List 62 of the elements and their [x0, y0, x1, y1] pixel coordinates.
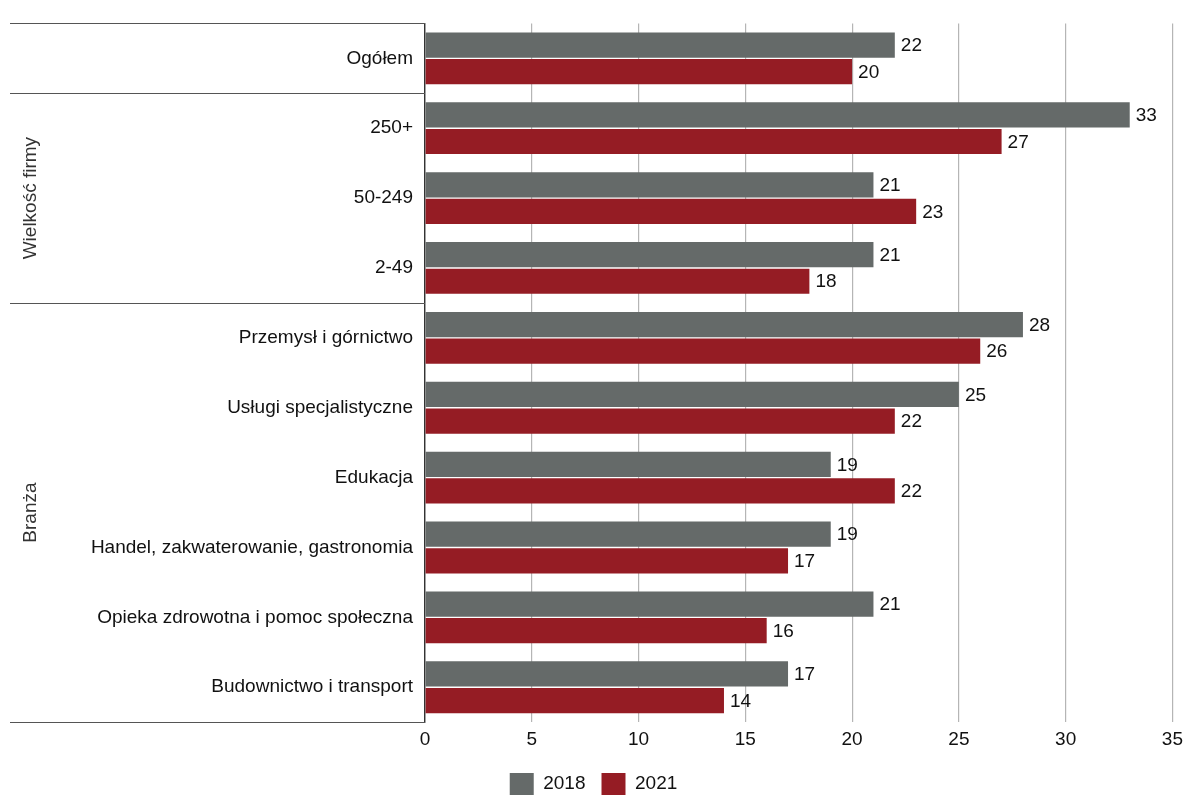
data-label: 21 [879, 243, 901, 265]
x-tick-label: 5 [526, 727, 538, 749]
bar [425, 408, 895, 434]
bar [425, 338, 981, 364]
bar [425, 172, 874, 198]
y-tick-label: Przemysł i górnictwo [238, 326, 413, 348]
bar [425, 687, 724, 714]
y-tick-label: 250+ [370, 116, 413, 138]
data-label: 33 [1135, 104, 1157, 126]
bar [425, 102, 1130, 128]
bar [425, 521, 831, 547]
data-label: 22 [900, 480, 922, 502]
y-tick-label: Usługi specjalistyczne [227, 395, 413, 417]
y-tick-label: Budownictwo i transport [211, 675, 414, 697]
data-label: 16 [772, 619, 794, 641]
bar [425, 591, 874, 617]
data-label: 14 [729, 689, 752, 711]
bar [425, 32, 895, 58]
data-label: 27 [1007, 130, 1029, 152]
bar [425, 661, 789, 687]
text: Wielkość firmy [19, 136, 41, 260]
bar [425, 198, 917, 224]
x-tick-label: 0 [419, 727, 431, 749]
y-tick-label: Edukacja [334, 465, 414, 487]
data-label: 20 [858, 60, 880, 82]
x-tick-label: 20 [841, 727, 863, 749]
data-label: 26 [986, 340, 1008, 362]
text: Branża [19, 482, 41, 543]
bar [425, 618, 767, 644]
y-tick-label: Opieka zdrowotna i pomoc społeczna [97, 605, 414, 627]
x-tick-label: 10 [627, 727, 650, 749]
bar [425, 478, 895, 504]
y-tick-label: Handel, zakwaterowanie, gastronomia [90, 535, 414, 557]
bar [425, 548, 789, 574]
data-label: 21 [879, 174, 901, 196]
data-label: 17 [794, 663, 816, 685]
data-label: 22 [900, 34, 922, 56]
bar [425, 128, 1002, 155]
bar [425, 311, 1023, 338]
x-tick-label: 35 [1161, 727, 1183, 749]
x-tick-label: 15 [734, 727, 756, 749]
legend-label: 2021 [635, 772, 678, 794]
bar [425, 268, 810, 294]
data-label: 19 [836, 523, 858, 545]
data-label: 22 [900, 410, 922, 432]
data-label: 19 [836, 453, 858, 475]
data-label: 18 [815, 270, 837, 292]
y-tick-label: 2-49 [374, 256, 413, 278]
legend-label: 2018 [543, 772, 586, 794]
y-tick-label: 50-249 [353, 186, 413, 208]
data-label: 21 [879, 593, 901, 615]
bar [425, 59, 853, 85]
x-tick-label: 30 [1055, 727, 1077, 749]
x-tick-label: 25 [948, 727, 970, 749]
y-tick-label: Ogółem [346, 46, 413, 68]
data-label: 17 [794, 550, 816, 572]
data-label: 25 [964, 383, 987, 405]
bar [425, 451, 831, 477]
bar [425, 242, 874, 268]
data-label: 28 [1028, 313, 1051, 335]
bar [425, 381, 959, 408]
data-label: 23 [922, 200, 944, 222]
